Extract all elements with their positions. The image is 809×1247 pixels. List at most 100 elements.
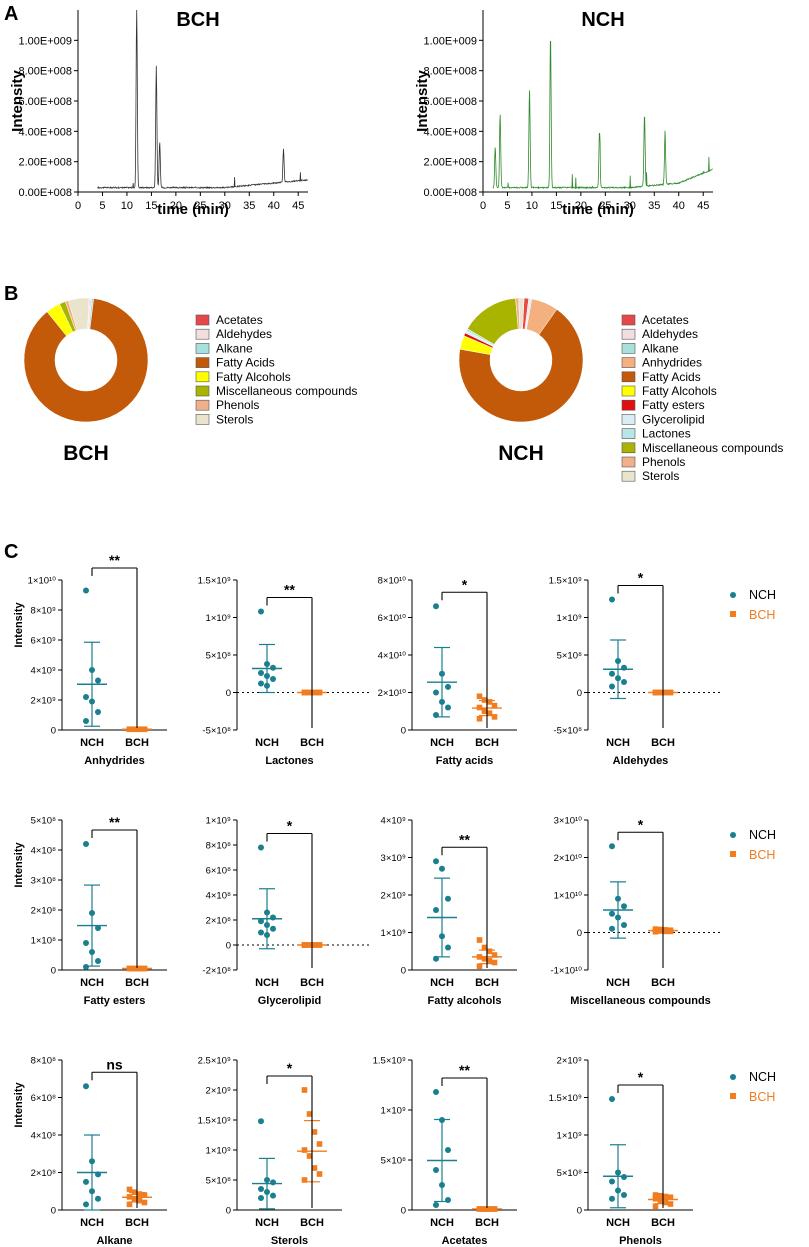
- legend-label: Alkane: [216, 341, 253, 355]
- bch-data-point: [136, 726, 143, 733]
- group-label-nch: NCH: [255, 977, 279, 989]
- nch-data-point: [439, 1117, 445, 1123]
- y-tick-label: 4×10⁸: [31, 846, 56, 857]
- group-label-nch: NCH: [80, 737, 104, 749]
- y-tick-label: 0.00E+008: [423, 187, 477, 199]
- bch-data-point: [136, 1197, 143, 1204]
- legend-label-nch: NCH: [749, 1070, 776, 1084]
- y-tick-label: 5×10⁸: [381, 1156, 406, 1167]
- nch-data-point: [433, 712, 439, 718]
- x-tick-label: 35: [648, 200, 660, 212]
- bch-data-point: [476, 937, 483, 943]
- nch-data-point: [264, 1189, 270, 1195]
- scatter-panel-fatty-esters: 0 1×10⁸ 2×10⁸ 3×10⁸ 4×10⁸ 5×10⁸ NCH BCH Fatty es…: [31, 814, 167, 1007]
- y-tick-label: 0: [577, 1206, 582, 1217]
- x-tick-label: 5: [99, 200, 105, 212]
- y-tick-label: 6×10⁸: [31, 1093, 56, 1104]
- legend-label: Fatty Alcohols: [216, 370, 291, 384]
- y-tick-label: 8×10⁸: [31, 1056, 56, 1067]
- y-axis-title: Intensity: [13, 1082, 25, 1128]
- significance-label: *: [638, 816, 644, 832]
- significance-label: ns: [106, 1056, 123, 1072]
- x-axis-title: time (min): [562, 201, 634, 218]
- significance-label: **: [459, 831, 470, 847]
- nch-data-point: [609, 1195, 615, 1202]
- bch-data-point: [481, 708, 488, 715]
- bch-data-point: [141, 1199, 148, 1206]
- nch-data-point: [89, 910, 95, 916]
- scatter-panel-lactones: -5×10⁸ 0 5×10⁸ 1×10⁹ 1.5×10⁹ NCH BCH Lactones **: [198, 576, 372, 767]
- chromatogram-title: NCH: [581, 9, 624, 31]
- chromatogram-bch: 0.00E+008 2.00E+008 4.00E+008 6.00E+008 8.00…: [9, 9, 308, 218]
- nch-data-point: [615, 1169, 621, 1176]
- nch-data-point: [439, 933, 445, 940]
- bch-data-point: [311, 1129, 318, 1135]
- x-tick-label: 20: [170, 200, 182, 212]
- nch-data-point: [258, 918, 264, 925]
- nch-data-point: [264, 932, 270, 938]
- significance-label: *: [638, 570, 644, 586]
- nch-data-point: [615, 1187, 621, 1194]
- y-tick-label: 2×10⁸: [31, 1168, 56, 1179]
- bch-data-point: [481, 955, 488, 962]
- y-tick-label: 6.00E+008: [423, 96, 477, 108]
- legend-marker-nch: [730, 592, 736, 598]
- scatter-panel-alkane: 0 2×10⁸ 4×10⁸ 6×10⁸ 8×10⁸ NCH BCH Alkane ns: [31, 1056, 167, 1247]
- legend-swatch: [195, 357, 210, 368]
- y-tick-label: 2×10⁹: [206, 1086, 231, 1097]
- nch-data-point: [95, 925, 101, 931]
- x-tick-label: 40: [268, 200, 280, 212]
- y-tick-label: 1×10⁹: [557, 613, 582, 624]
- nch-data-point: [433, 955, 439, 962]
- bch-data-point: [657, 689, 664, 696]
- panel-title: Anhydrides: [84, 755, 145, 767]
- bch-data-point: [486, 948, 493, 955]
- y-axis-title: Intensity: [414, 70, 431, 132]
- scatter-panel-glycerolipid: -2×10⁸ 0 2×10⁸ 4×10⁸ 6×10⁸ 8×10⁸ 1×10⁹ NCH BCH Gl…: [202, 816, 372, 1007]
- nch-data-point: [258, 670, 264, 676]
- y-tick-label: 4.00E+008: [18, 126, 72, 138]
- y-tick-label: 2×10⁸: [206, 916, 231, 927]
- nch-data-point: [83, 940, 89, 946]
- y-tick-label: 4×10⁸: [206, 891, 231, 902]
- nch-data-point: [264, 1177, 270, 1183]
- legend-label: Fatty Acids: [216, 356, 275, 370]
- donut-slice-sterols: [518, 297, 525, 330]
- legend-marker-nch: [730, 1074, 736, 1080]
- y-tick-label: 4.00E+008: [423, 126, 477, 138]
- bch-data-point: [306, 942, 313, 948]
- bch-data-point: [486, 957, 493, 964]
- panel-title: Sterols: [271, 1235, 308, 1247]
- nch-data-point: [95, 1171, 101, 1178]
- bch-data-point: [126, 965, 133, 972]
- legend-label: Fatty Alcohols: [642, 384, 717, 398]
- y-tick-label: 4×10⁹: [31, 666, 56, 677]
- y-tick-label: -2×10⁸: [202, 966, 231, 977]
- y-tick-label: 0: [226, 688, 231, 699]
- y-tick-label: 2×10⁸: [31, 906, 56, 917]
- panel-label-c: C: [4, 541, 18, 563]
- nch-data-point: [609, 670, 615, 677]
- y-tick-label: 1×10⁹: [206, 613, 231, 624]
- bch-data-point: [141, 726, 148, 733]
- nch-data-point: [621, 922, 627, 928]
- panel-title: Glycerolipid: [258, 995, 322, 1007]
- significance-label: **: [109, 552, 120, 568]
- legend-marker-bch: [730, 851, 736, 857]
- y-tick-label: 0: [577, 928, 582, 939]
- y-tick-label: 1.00E+009: [423, 35, 477, 47]
- group-label-nch: NCH: [430, 977, 454, 989]
- legend-label: Sterols: [216, 412, 253, 426]
- x-tick-label: 45: [292, 200, 304, 212]
- y-tick-label: 2×10¹⁰: [554, 853, 583, 864]
- y-tick-label: -5×10⁸: [202, 726, 231, 737]
- legend-swatch: [621, 328, 636, 340]
- bch-data-point: [657, 1198, 664, 1204]
- y-tick-label: 5×10⁸: [206, 1176, 231, 1187]
- nch-data-point: [445, 1147, 451, 1153]
- scatter-panel-phenols: 0 5×10⁸ 1×10⁹ 1.5×10⁹ 2×10⁹ NCH BCH Phenols *: [549, 1056, 693, 1247]
- bch-data-point: [476, 1206, 483, 1212]
- bch-data-point: [476, 954, 483, 960]
- significance-label: *: [462, 576, 468, 592]
